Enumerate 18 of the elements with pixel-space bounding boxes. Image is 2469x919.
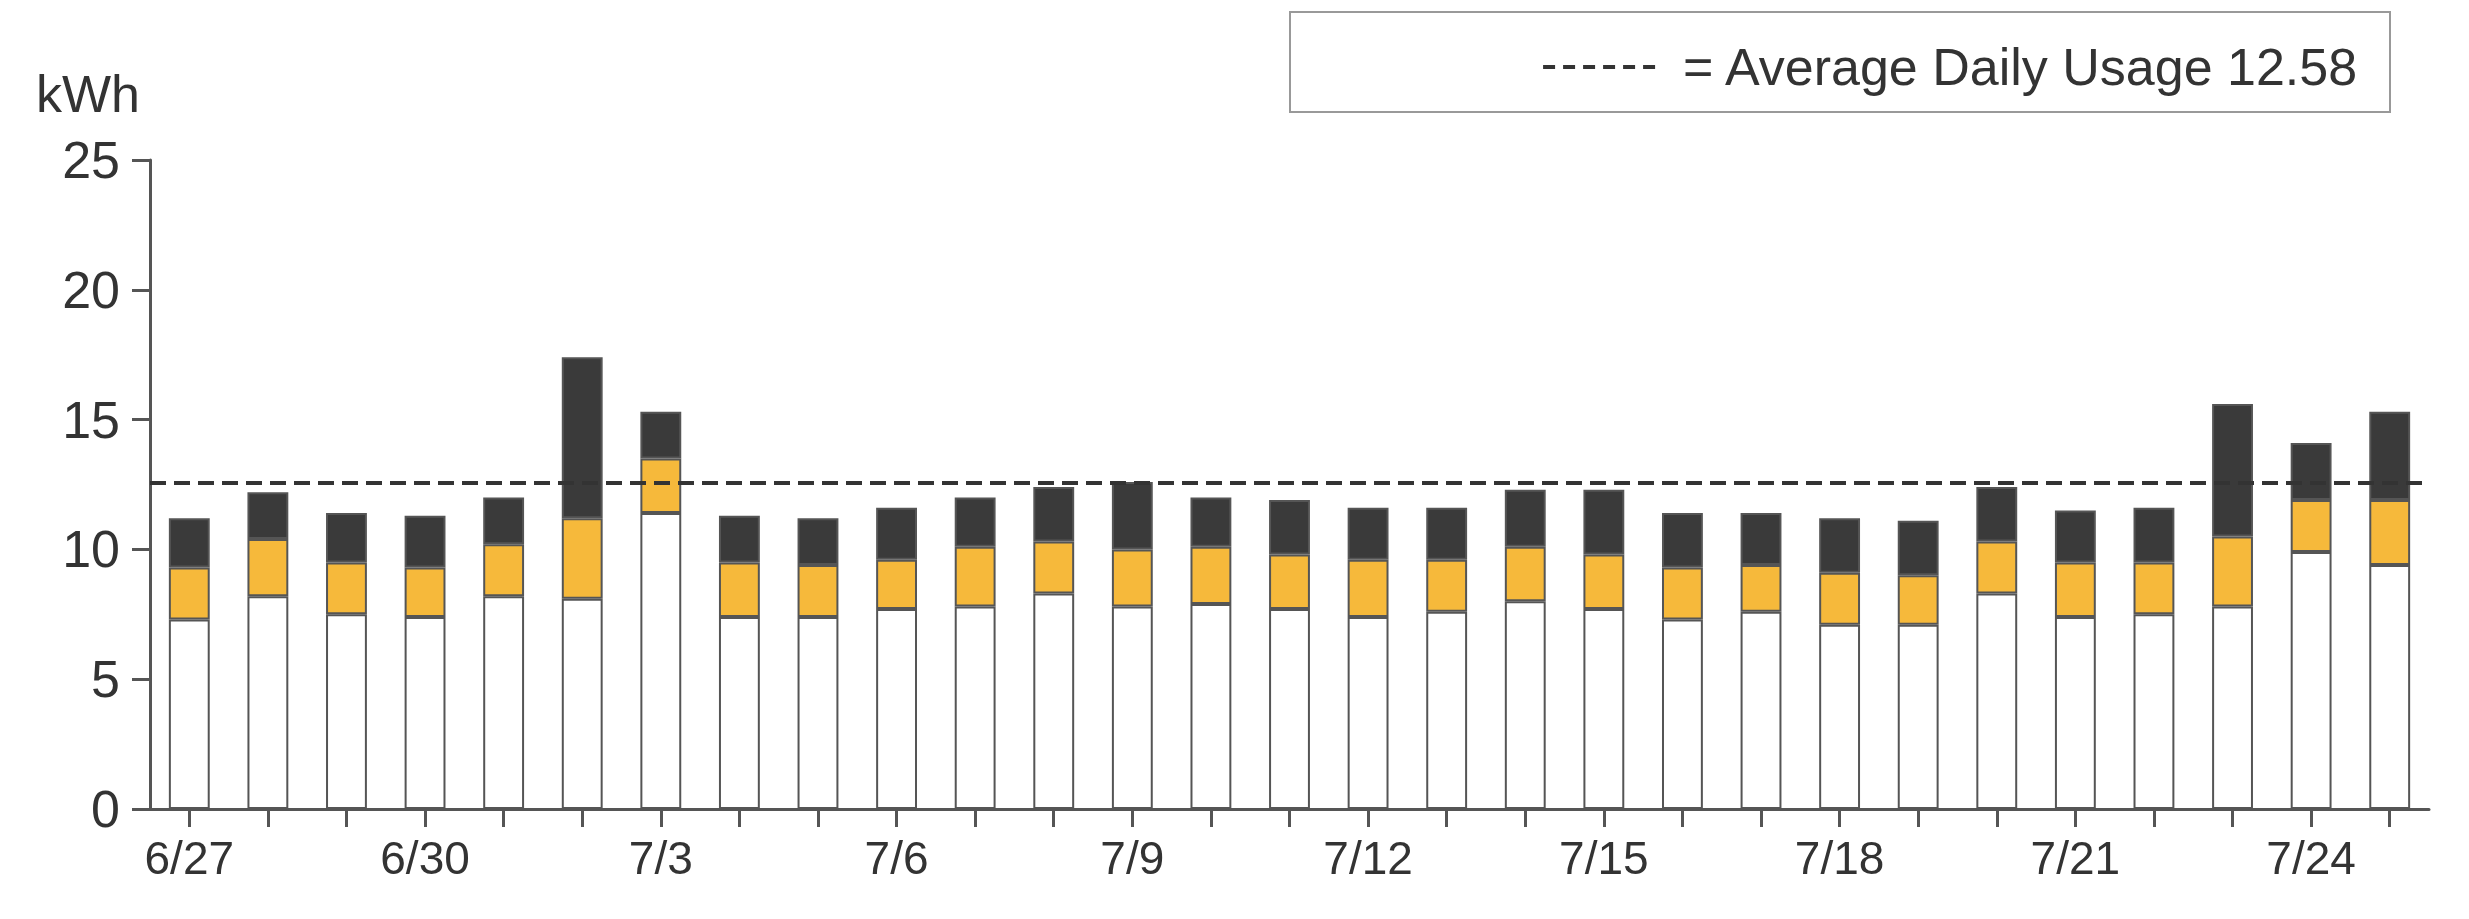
y-tick-label: 5	[91, 650, 120, 709]
x-tick-label: 7/24	[2266, 832, 2356, 884]
x-tick-label: 7/9	[1100, 832, 1165, 884]
x-tick-label: 6/27	[144, 832, 235, 884]
x-tick-label: 7/3	[628, 832, 693, 884]
x-tick-label: 7/15	[1559, 832, 1649, 884]
x-tick-label: 7/12	[1323, 832, 1413, 884]
y-tick-label: 0	[91, 780, 120, 838]
legend-label: = Average Daily Usage 12.58	[1683, 38, 2358, 96]
y-tick-label: 20	[62, 260, 120, 319]
y-axis-title: kWh	[36, 65, 140, 123]
x-tick-label: 7/6	[864, 832, 929, 884]
x-tick-label: 7/21	[2030, 832, 2121, 884]
y-tick-label: 25	[62, 131, 120, 189]
x-tick-label: 7/18	[1794, 832, 1885, 884]
y-tick-label: 15	[62, 390, 120, 449]
x-tick-label: 6/30	[380, 832, 470, 884]
y-tick-label: 10	[62, 520, 120, 579]
